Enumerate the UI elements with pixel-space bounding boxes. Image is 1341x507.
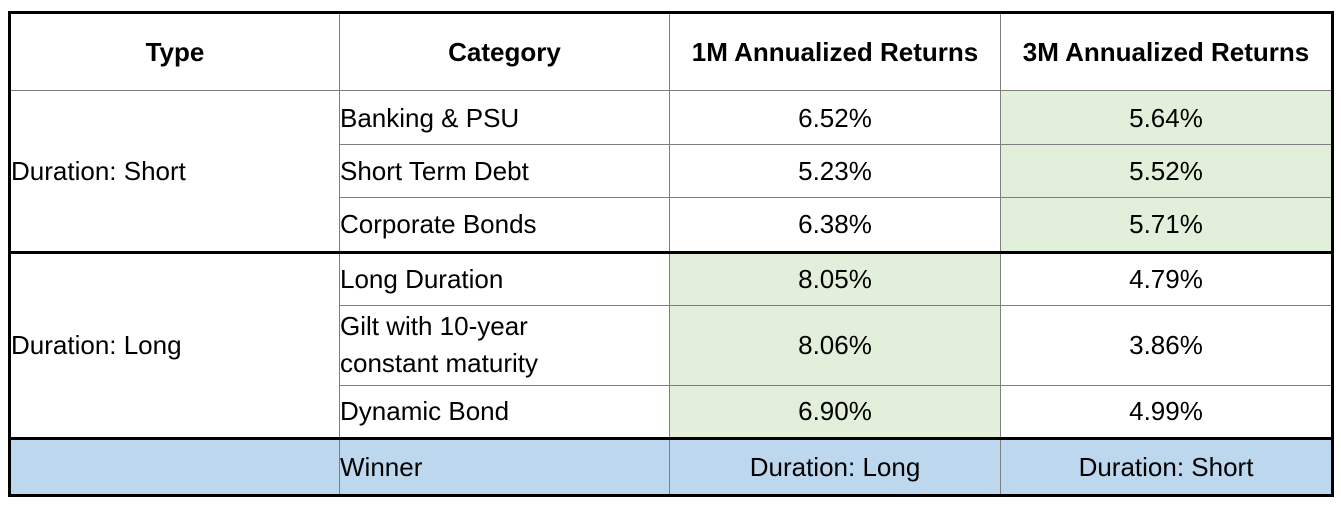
winner-row: Winner Duration: Long Duration: Short bbox=[9, 436, 1333, 497]
returns-table: Type Category 1M Annualized Returns 3M A… bbox=[8, 11, 1334, 497]
m1-return-cell: 5.23% bbox=[669, 144, 1001, 199]
group-type-short: Duration: Short bbox=[9, 90, 340, 253]
header-3m-returns: 3M Annualized Returns bbox=[1000, 12, 1333, 91]
table-row: Duration: Short Banking & PSU 6.52% 5.64… bbox=[9, 89, 1333, 253]
table-row: Duration: Long Long Duration 8.05% 4.79% bbox=[9, 250, 1333, 439]
m3-return-cell: 5.71% bbox=[1000, 197, 1333, 253]
category-cell: Short Term Debt bbox=[339, 144, 670, 199]
table-row: Gilt with 10-year constant maturity 8.06… bbox=[10, 304, 1333, 386]
header-category: Category bbox=[339, 12, 670, 91]
m1-return-cell: 6.38% bbox=[669, 197, 1001, 253]
m3-return-cell: 4.99% bbox=[1000, 384, 1333, 439]
m3-return-cell: 3.86% bbox=[1000, 304, 1333, 386]
m1-return-cell: 8.05% bbox=[669, 250, 1001, 306]
header-1m-returns: 1M Annualized Returns bbox=[669, 12, 1001, 91]
winner-3m: Duration: Short bbox=[1000, 436, 1333, 497]
winner-empty-cell bbox=[9, 436, 340, 497]
table-row: Corporate Bonds 6.38% 5.71% bbox=[10, 197, 1333, 253]
table-row: Dynamic Bond 6.90% 4.99% bbox=[10, 384, 1333, 439]
header-type: Type bbox=[9, 12, 340, 91]
m1-return-cell: 8.06% bbox=[669, 304, 1001, 386]
header-row: Type Category 1M Annualized Returns 3M A… bbox=[9, 12, 1333, 91]
group-type-long: Duration: Long bbox=[9, 250, 340, 439]
m3-return-cell: 5.52% bbox=[1000, 144, 1333, 199]
m3-return-cell: 5.64% bbox=[1000, 89, 1333, 146]
category-cell: Gilt with 10-year constant maturity bbox=[339, 304, 670, 386]
m1-return-cell: 6.52% bbox=[669, 89, 1001, 146]
winner-label: Winner bbox=[339, 436, 670, 497]
category-text: Gilt with 10-year constant maturity bbox=[340, 311, 538, 379]
category-cell: Banking & PSU bbox=[339, 89, 670, 146]
table-row: Short Term Debt 5.23% 5.52% bbox=[10, 144, 1333, 199]
category-cell: Long Duration bbox=[339, 250, 670, 306]
winner-1m: Duration: Long bbox=[669, 436, 1001, 497]
category-cell: Dynamic Bond bbox=[339, 384, 670, 439]
m1-return-cell: 6.90% bbox=[669, 384, 1001, 439]
m3-return-cell: 4.79% bbox=[1000, 250, 1333, 306]
category-cell: Corporate Bonds bbox=[339, 197, 670, 253]
